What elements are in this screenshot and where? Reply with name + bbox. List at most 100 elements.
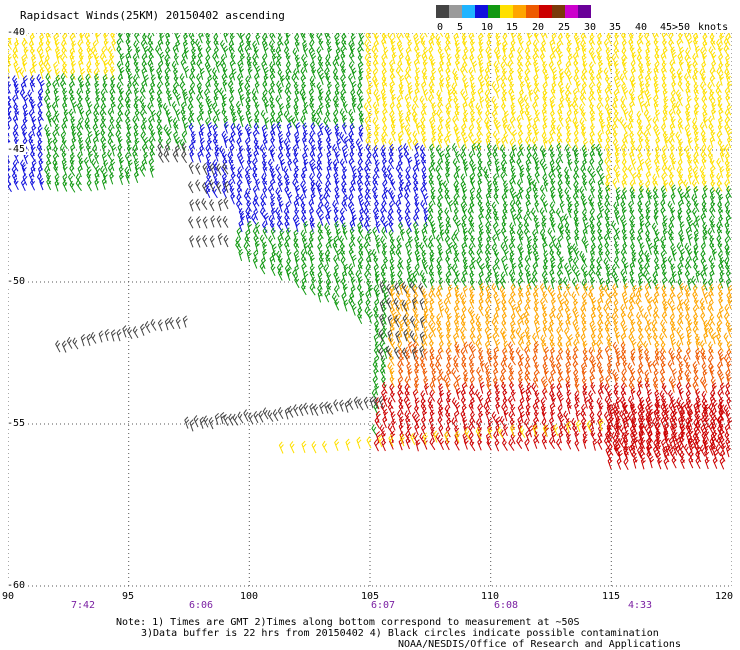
wind-barb — [476, 248, 483, 261]
wind-barb — [373, 145, 379, 158]
wind-barb — [660, 185, 666, 198]
wind-barb — [237, 411, 244, 424]
wind-barb — [628, 33, 634, 39]
wind-barb — [302, 129, 308, 143]
wind-barb — [14, 40, 20, 53]
wind-barb — [533, 341, 539, 354]
wind-barb — [646, 68, 652, 81]
wind-barb — [495, 52, 502, 65]
wind-barb — [333, 206, 339, 219]
wind-barb — [469, 367, 475, 380]
wind-barb — [421, 81, 427, 94]
wind-barb — [646, 94, 652, 107]
wind-barb — [435, 165, 442, 178]
wind-barb — [580, 33, 587, 45]
wind-barb — [589, 33, 596, 46]
time-label: 4:33 — [627, 600, 653, 611]
wind-barb — [202, 234, 208, 248]
wind-barb — [207, 108, 213, 121]
wind-barb — [446, 53, 452, 66]
wind-barb — [116, 81, 123, 94]
wind-barb — [61, 66, 68, 79]
wind-barb — [580, 39, 587, 52]
wind-barb — [318, 277, 324, 290]
wind-barb — [557, 33, 564, 46]
wind-barb — [502, 201, 508, 214]
wind-barb — [550, 109, 556, 122]
legend-swatch — [526, 5, 540, 18]
wind-barb — [262, 226, 268, 239]
wind-barb — [599, 290, 605, 303]
wind-barb — [156, 116, 163, 129]
wind-barb — [716, 81, 722, 94]
wind-barb — [636, 319, 643, 332]
wind-barb — [726, 135, 732, 149]
wind-barb — [453, 207, 459, 220]
wind-barb — [60, 131, 66, 144]
wind-barb — [240, 53, 246, 66]
wind-barb — [395, 290, 403, 303]
wind-barb — [413, 58, 419, 71]
wind-barb — [429, 389, 436, 402]
wind-barb — [444, 44, 450, 58]
wind-barb — [147, 46, 155, 58]
wind-barb — [172, 117, 179, 130]
wind-barb — [653, 74, 659, 87]
wind-barb — [501, 438, 508, 451]
wind-barb — [420, 360, 426, 373]
wind-barb — [79, 81, 85, 94]
wind-barb — [277, 39, 283, 52]
wind-barb — [573, 59, 579, 72]
wind-barb — [660, 242, 668, 254]
wind-barb — [324, 33, 330, 43]
wind-barb — [496, 39, 502, 52]
wind-barb — [293, 81, 299, 94]
wind-barb — [549, 214, 555, 227]
wind-barb — [509, 81, 515, 94]
wind-barb — [239, 33, 245, 43]
wind-barb — [29, 80, 35, 93]
wind-barb — [219, 59, 226, 72]
wind-barb — [283, 172, 290, 185]
wind-barb — [414, 87, 420, 100]
wind-barb — [199, 67, 205, 80]
wind-barb — [276, 194, 282, 207]
wind-barb — [638, 264, 644, 277]
wind-barb — [707, 81, 714, 94]
wind-barb — [588, 67, 595, 80]
wind-barb — [107, 46, 114, 59]
wind-barb — [629, 75, 636, 88]
wind-barb — [252, 53, 258, 66]
wind-barb — [203, 415, 209, 428]
wind-barb — [518, 290, 524, 303]
wind-barb — [311, 276, 317, 289]
wind-barb — [470, 82, 476, 95]
wind-barb — [548, 376, 554, 389]
wind-barb — [125, 65, 131, 78]
wind-barb — [397, 261, 403, 274]
wind-barb — [350, 207, 356, 220]
wind-barb — [502, 54, 508, 67]
wind-barb — [325, 72, 331, 86]
wind-barb — [124, 60, 132, 73]
wind-barb — [270, 33, 276, 39]
wind-barb — [124, 96, 131, 109]
wind-barb — [398, 44, 404, 58]
time-label: 7:42 — [70, 600, 96, 611]
wind-barb — [723, 312, 730, 325]
wind-barb — [317, 290, 323, 303]
wind-barb — [398, 52, 404, 66]
wind-barb — [493, 33, 499, 38]
wind-barb — [699, 81, 706, 94]
wind-barb — [677, 94, 683, 107]
wind-barb — [156, 33, 162, 37]
wind-barb — [500, 102, 507, 115]
wind-barb — [517, 47, 524, 59]
wind-barb — [20, 81, 26, 94]
wind-barb — [27, 89, 34, 102]
wind-barb — [614, 33, 620, 45]
wind-barb — [479, 381, 485, 394]
wind-barb — [559, 33, 565, 38]
wind-barb — [235, 100, 242, 114]
legend-label: 10 — [481, 22, 494, 33]
